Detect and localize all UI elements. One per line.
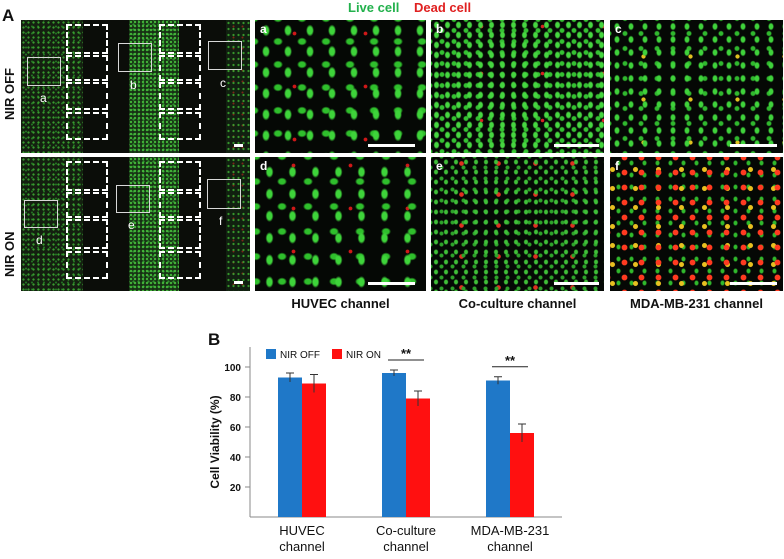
legend-swatch (266, 349, 276, 359)
selection-box-e (116, 185, 150, 213)
micro-image-d: d (255, 157, 426, 291)
scale-bar (234, 281, 243, 284)
bar-nir-off (382, 373, 406, 517)
micro-label-f: f (615, 159, 619, 173)
selection-box-f (207, 179, 241, 209)
overview-label-a: a (40, 91, 47, 105)
overview-label-f: f (219, 214, 223, 228)
x-tick-label: Co-culture (376, 523, 436, 538)
scale-bar (368, 144, 415, 147)
overview-image-nir-on: d e f (21, 157, 250, 291)
micro-label-e: e (436, 159, 443, 173)
significance-label: ** (401, 346, 412, 361)
bar-nir-on (510, 433, 534, 517)
micro-label-c: c (615, 22, 622, 36)
scale-bar (554, 144, 599, 147)
legend-live-cell: Live cell (348, 0, 400, 15)
micro-image-e: e (431, 157, 604, 291)
legend-dead-cell: Dead cell (414, 0, 472, 15)
micro-label-a: a (260, 22, 267, 36)
panel-b-label: B (208, 330, 221, 349)
scale-bar (234, 144, 243, 147)
y-tick-label: 60 (230, 423, 242, 434)
bar-nir-on (302, 383, 326, 517)
channel-title-coculture: Co-culture channel (458, 296, 577, 311)
micro-image-f: f (610, 157, 783, 291)
selection-box-d (24, 200, 58, 228)
bar-nir-on (406, 398, 430, 517)
y-tick-label: 20 (230, 483, 242, 494)
legend-label: NIR ON (346, 350, 381, 361)
y-axis-label: Cell Viability (%) (208, 395, 222, 488)
overview-label-d: d (36, 233, 43, 247)
significance-label: ** (505, 353, 516, 368)
scale-bar (730, 282, 777, 285)
micro-image-c: c (610, 20, 783, 153)
legend-label: NIR OFF (280, 350, 320, 361)
y-tick-label: 80 (230, 393, 242, 404)
x-tick-label: channel (279, 539, 325, 554)
scale-bar (730, 144, 777, 147)
channel-title-mda: MDA-MB-231 channel (630, 296, 763, 311)
scale-bar (368, 282, 415, 285)
overview-image-nir-off: a b c (21, 20, 250, 153)
scale-bar (554, 282, 599, 285)
channel-title-huvec: HUVEC channel (291, 296, 390, 311)
y-tick-label: 100 (224, 363, 241, 374)
x-tick-label: HUVEC (279, 523, 325, 538)
micro-label-b: b (436, 22, 444, 36)
micro-label-d: d (260, 159, 268, 173)
panel-a-label: A (2, 6, 15, 25)
selection-box-a (27, 57, 61, 86)
overview-label-c: c (220, 76, 226, 90)
selection-box-c (208, 41, 242, 70)
selection-box-b (118, 43, 152, 72)
x-tick-label: channel (487, 539, 533, 554)
overview-label-e: e (128, 218, 135, 232)
micro-image-a: a (255, 20, 426, 153)
x-tick-label: MDA-MB-231 (471, 523, 550, 538)
legend-swatch (332, 349, 342, 359)
bar-nir-off (278, 377, 302, 517)
bar-nir-off (486, 380, 510, 517)
y-tick-label: 40 (230, 453, 242, 464)
overview-label-b: b (130, 78, 137, 92)
x-tick-label: channel (383, 539, 429, 554)
micro-image-b: b (431, 20, 604, 153)
